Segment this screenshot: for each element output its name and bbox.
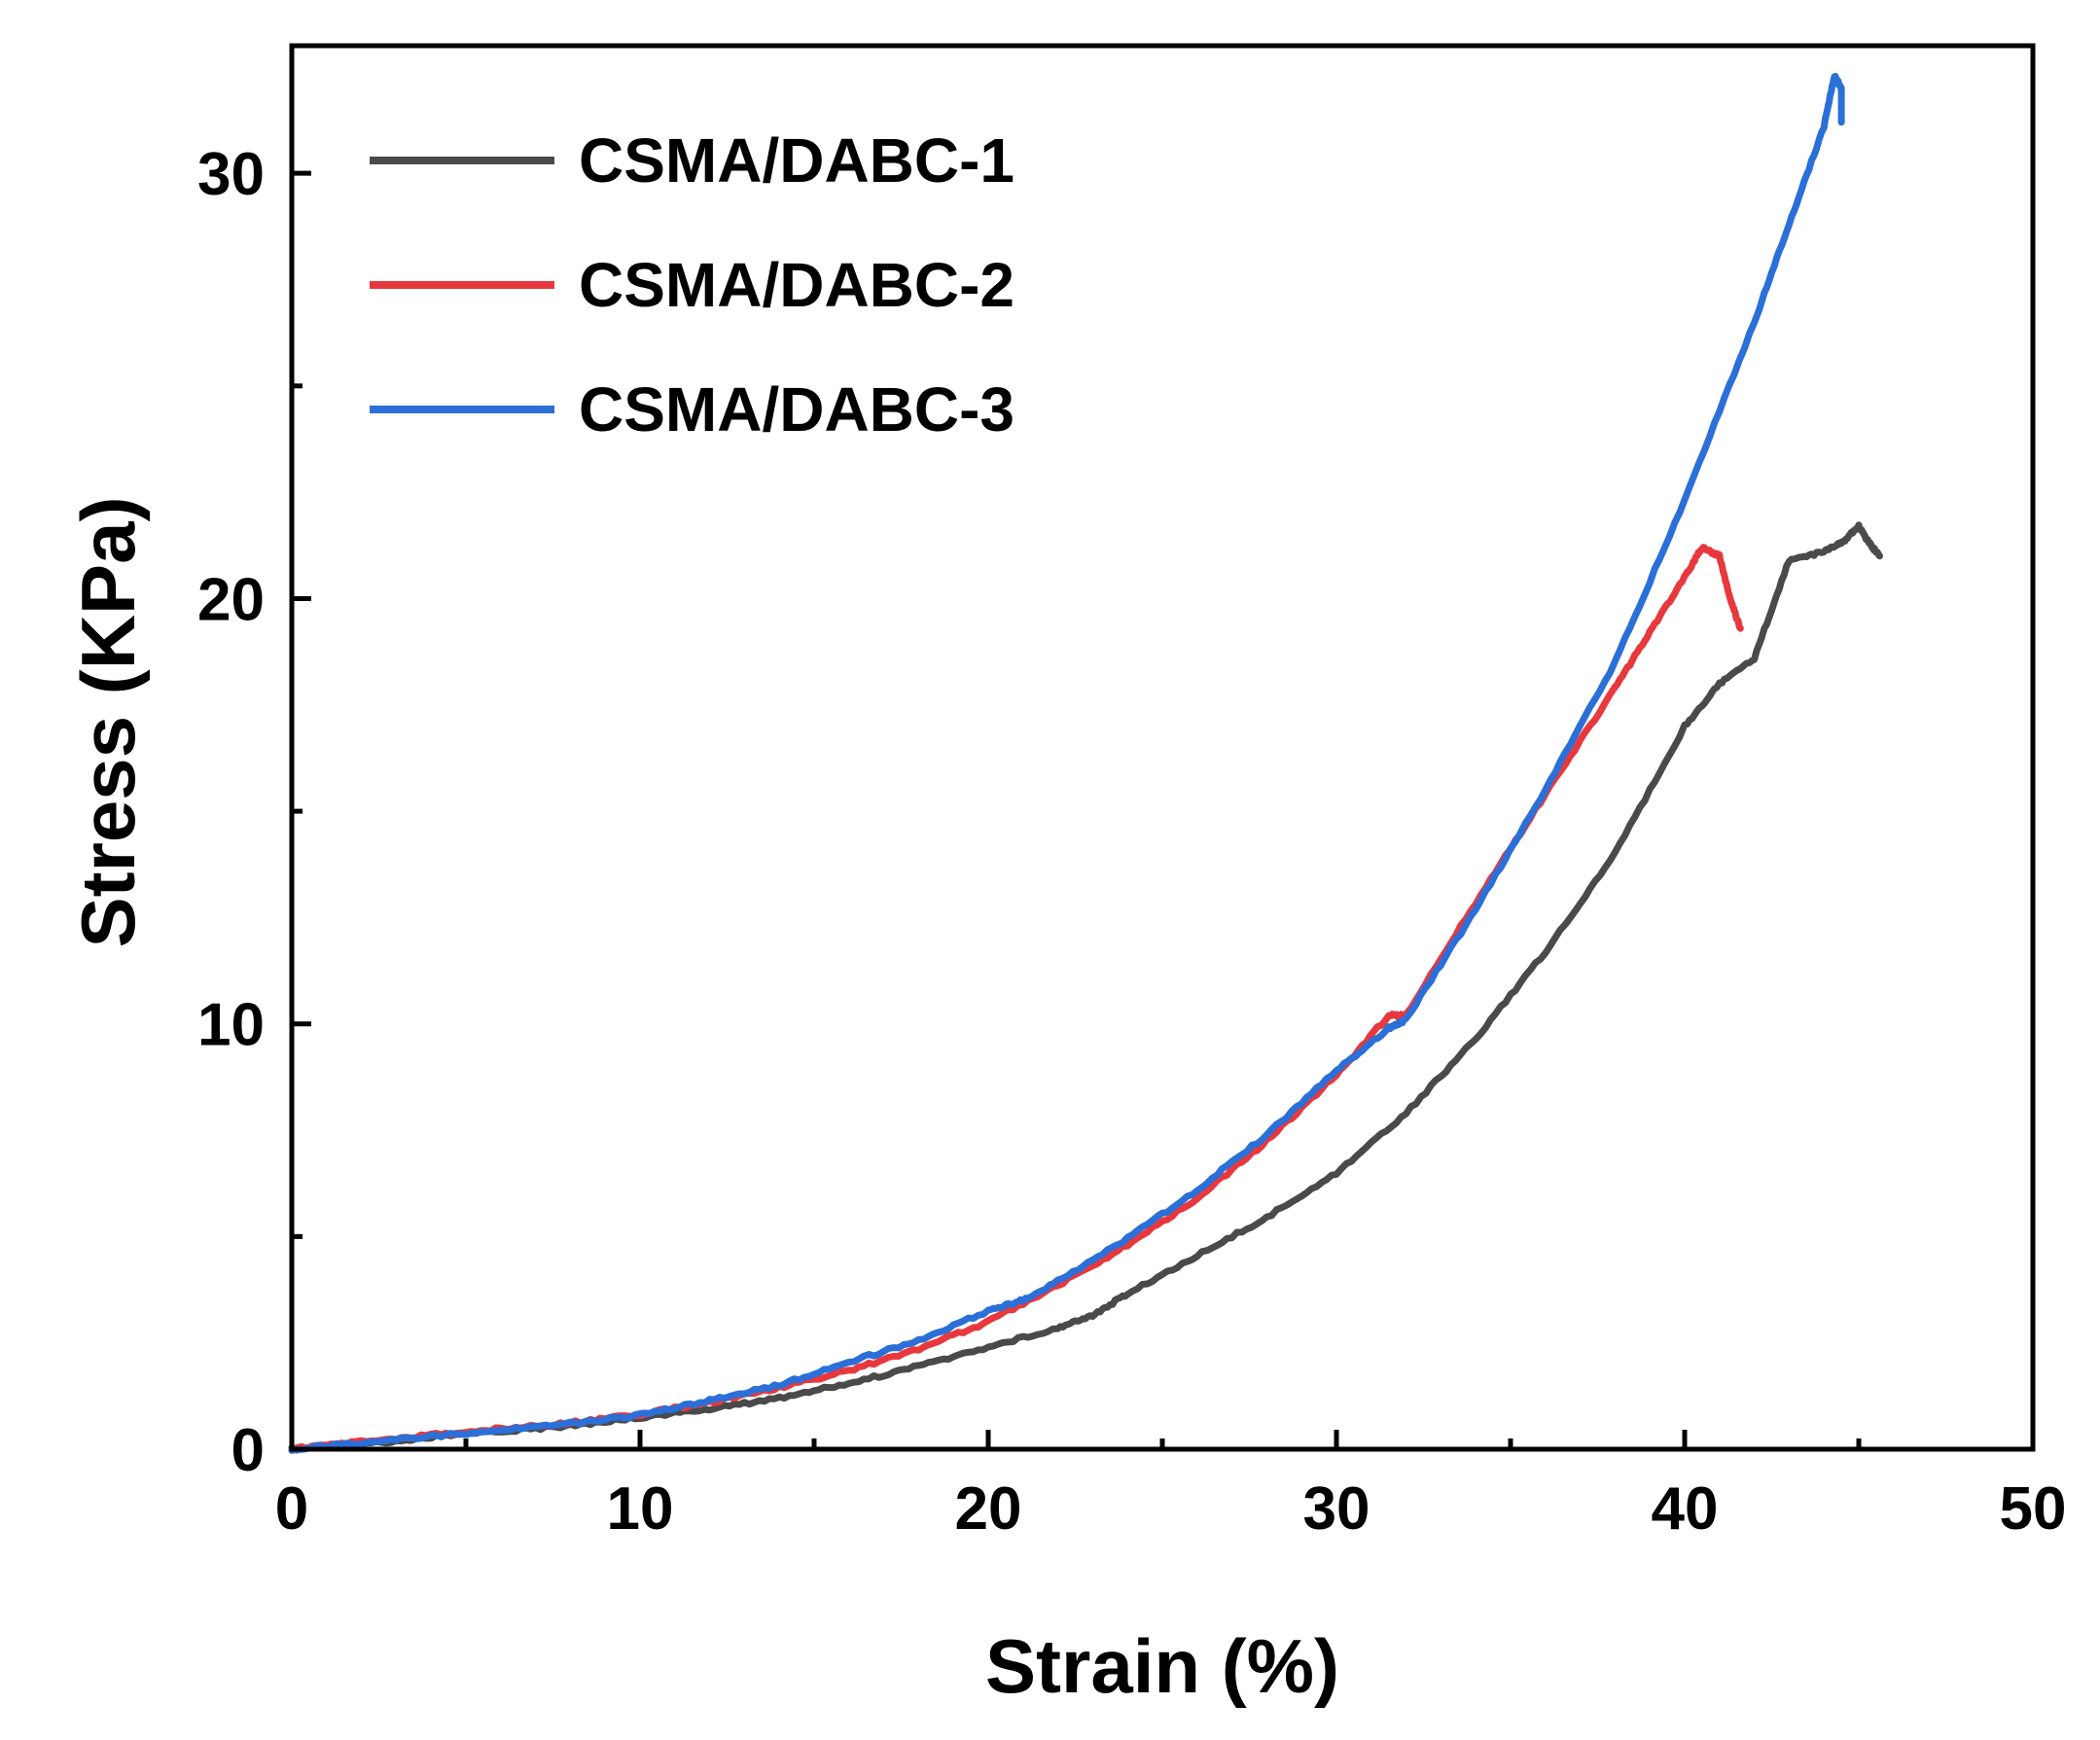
legend-label-2: CSMA/DABC-2 <box>579 250 1014 320</box>
y-axis-title: Stress (KPa) <box>65 497 151 948</box>
legend-label-3: CSMA/DABC-3 <box>579 374 1014 444</box>
x-tick-label: 0 <box>275 1475 308 1543</box>
x-tick-label: 50 <box>2000 1475 2067 1543</box>
series-line-2 <box>288 544 1744 1454</box>
series-line-1 <box>288 521 1883 1454</box>
y-tick-label: 0 <box>231 1417 265 1484</box>
y-tick-label: 10 <box>197 992 265 1059</box>
legend-label-1: CSMA/DABC-1 <box>579 125 1014 195</box>
x-tick-label: 20 <box>955 1475 1022 1543</box>
series-line-3 <box>288 72 1845 1454</box>
y-tick-label: 30 <box>197 141 265 208</box>
x-tick-label: 10 <box>607 1475 674 1543</box>
plot-frame <box>289 43 2036 1452</box>
x-axis-title: Strain (%) <box>985 1623 1339 1709</box>
y-tick-label: 20 <box>197 566 265 633</box>
series-lines <box>288 72 1883 1454</box>
legend: CSMA/DABC-1 CSMA/DABC-2 CSMA/DABC-3 <box>370 125 1014 444</box>
x-tick-label: 30 <box>1303 1475 1370 1543</box>
axis-ticks: 0 10 20 30 40 50 0 10 20 30 <box>197 141 2066 1543</box>
x-tick-label: 40 <box>1652 1475 1719 1543</box>
